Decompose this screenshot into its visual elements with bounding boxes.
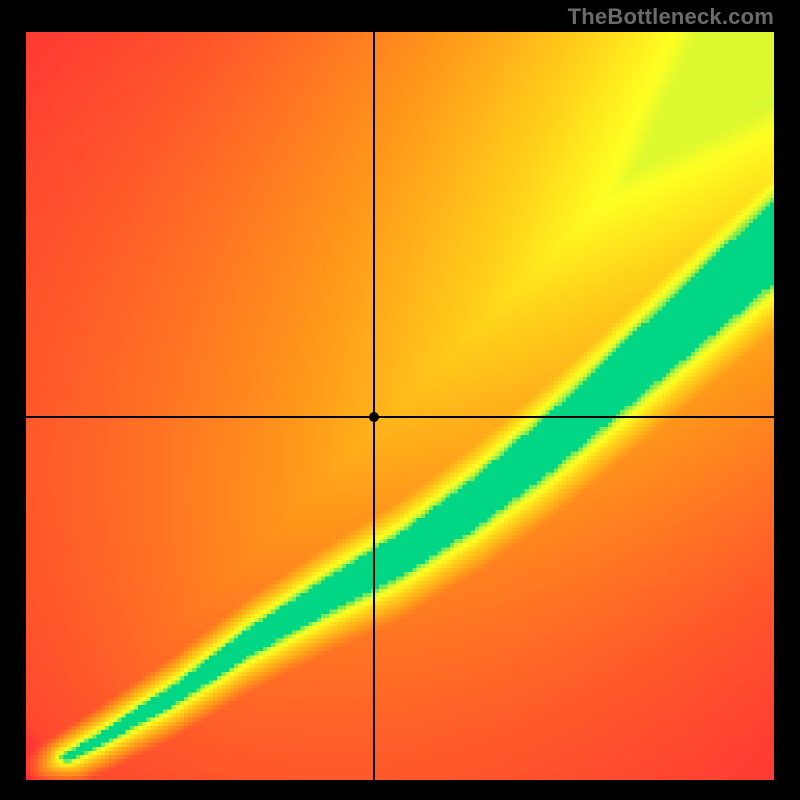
heatmap-canvas bbox=[26, 32, 774, 780]
attribution-text: TheBottleneck.com bbox=[568, 4, 774, 30]
heatmap-plot bbox=[26, 32, 774, 780]
